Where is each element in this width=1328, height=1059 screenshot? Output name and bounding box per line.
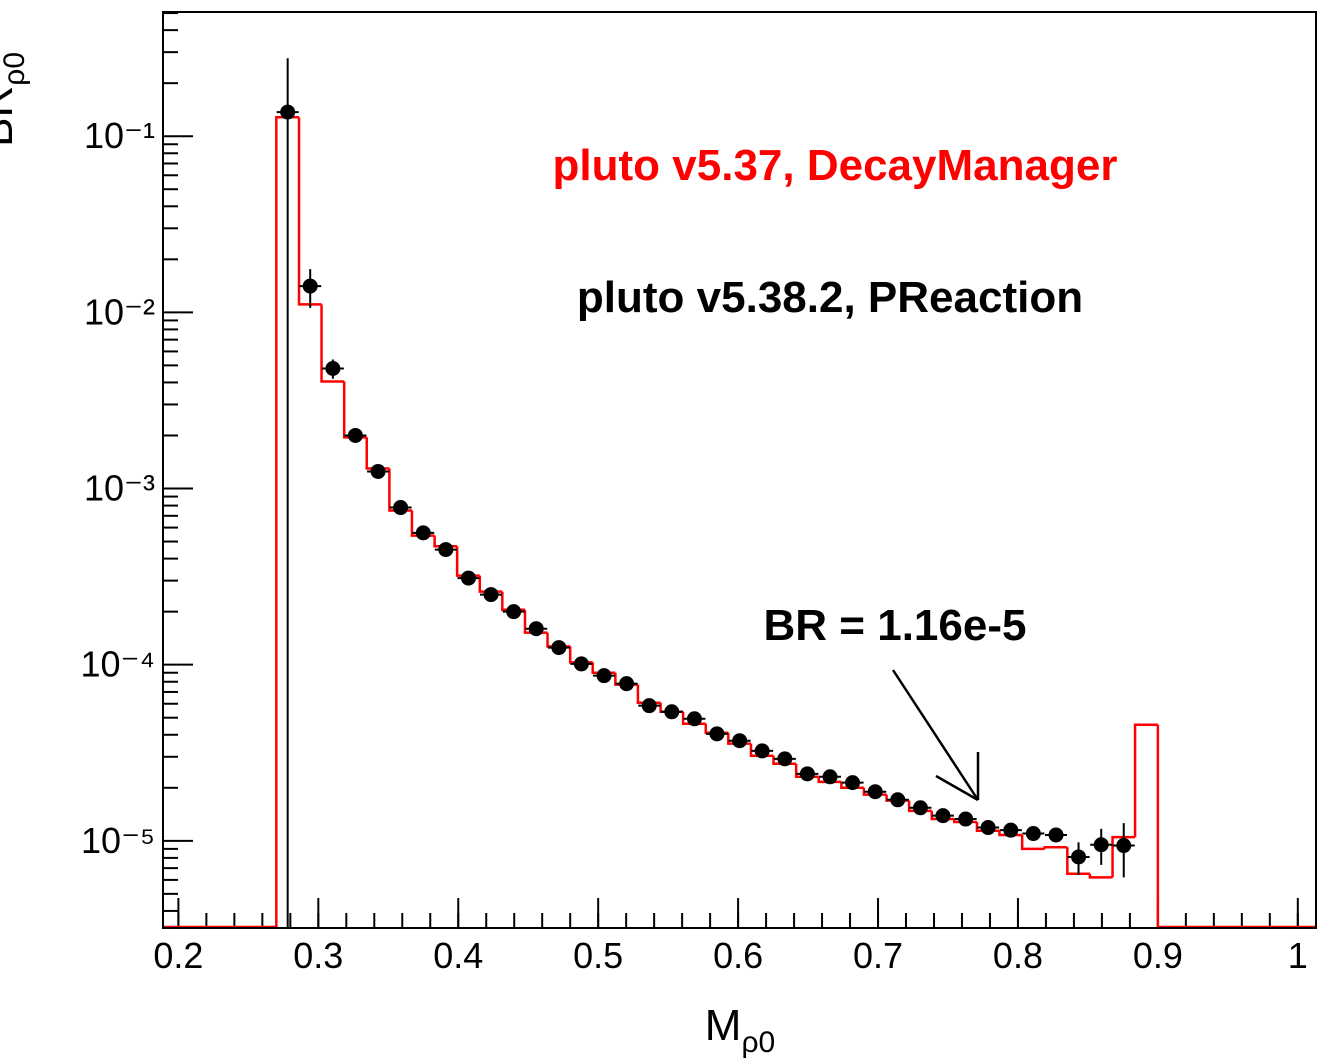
- data-point: [1003, 822, 1019, 838]
- x-tick-label: 0.3: [293, 935, 343, 976]
- x-axis-label: Mρ0: [705, 1001, 775, 1059]
- x-tick-label: 0.6: [713, 935, 763, 976]
- data-point: [415, 525, 431, 541]
- data-point: [777, 751, 793, 767]
- data-point: [1025, 826, 1041, 842]
- histogram-bin: [1111, 835, 1136, 878]
- data-point: [709, 726, 725, 742]
- x-tick-label: 0.2: [153, 935, 203, 976]
- histogram-bin: [1043, 845, 1068, 849]
- data-point: [460, 570, 476, 586]
- data-point: [799, 766, 815, 782]
- data-point: [1093, 837, 1109, 853]
- data-point: [370, 463, 386, 479]
- data-point: [980, 820, 996, 836]
- data-point: [551, 640, 567, 656]
- plot-frame: [162, 11, 1317, 929]
- data-point: [732, 733, 748, 749]
- histogram-bin: [1020, 834, 1045, 851]
- data-point: [754, 743, 770, 759]
- data-point: [438, 542, 454, 558]
- data-point: [302, 278, 318, 294]
- data-point: [845, 775, 861, 791]
- data-point: [664, 704, 680, 720]
- histogram-bin: [297, 117, 322, 306]
- series-label: pluto v5.37, DecayManager: [553, 141, 1118, 190]
- y-tick-label: 10⁻³: [84, 468, 155, 509]
- data-point: [596, 668, 612, 684]
- x-tick-label: 0.4: [433, 935, 483, 976]
- data-point: [619, 676, 635, 692]
- data-point: [641, 698, 657, 714]
- data-point: [325, 361, 341, 377]
- histogram-bin: [320, 304, 345, 383]
- data-point: [912, 800, 928, 816]
- y-tick-label: 10⁻²: [84, 291, 155, 332]
- x-axis-label-sub: ρ0: [741, 1026, 775, 1059]
- data-point: [686, 711, 702, 727]
- data-point: [347, 427, 363, 443]
- x-tick-label: 0.7: [853, 935, 903, 976]
- data-point: [1048, 827, 1064, 843]
- x-axis-label-main: M: [705, 1001, 742, 1050]
- data-point: [528, 621, 544, 637]
- data-point: [506, 604, 522, 620]
- x-tick-label: 1: [1288, 935, 1308, 976]
- data-point: [280, 104, 296, 120]
- data-point: [867, 784, 883, 800]
- y-axis-label-main: BR: [0, 86, 22, 147]
- data-point: [935, 808, 951, 824]
- data-point: [1071, 849, 1087, 865]
- x-tick-label: 0.9: [1133, 935, 1183, 976]
- histogram-bin: [1133, 723, 1158, 838]
- y-tick-label: 10⁻¹: [84, 115, 155, 156]
- data-point: [958, 811, 974, 827]
- arrow: [891, 669, 980, 802]
- data-point: [483, 587, 499, 603]
- histogram-bin: [1066, 847, 1090, 876]
- y-tick-label: 10⁻⁵: [81, 820, 155, 861]
- x-tick-label: 0.8: [993, 935, 1043, 976]
- data-point: [822, 769, 838, 785]
- data-point: [573, 656, 589, 672]
- series-label: pluto v5.38.2, PReaction: [577, 273, 1083, 322]
- y-axis-label: BRρ0: [0, 52, 31, 147]
- data-point: [890, 792, 906, 808]
- x-tick-label: 0.5: [573, 935, 623, 976]
- data-point: [1116, 838, 1132, 854]
- data-point: [393, 500, 409, 516]
- y-axis-label-sub: ρ0: [0, 52, 31, 86]
- histogram-bin: [1088, 873, 1113, 879]
- annotation: BR = 1.16e-5: [764, 601, 1027, 650]
- y-tick-label: 10⁻⁴: [80, 644, 155, 685]
